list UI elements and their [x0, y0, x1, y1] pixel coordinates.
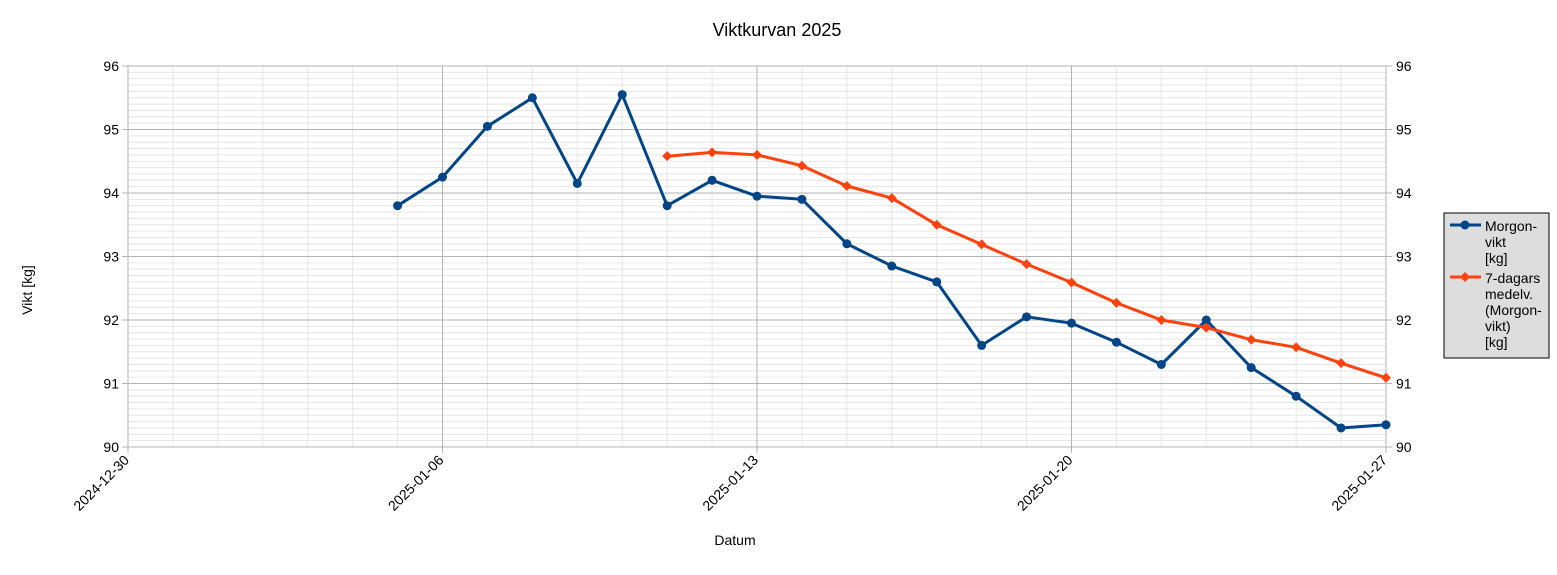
- y-tick-label-right: 90: [1396, 439, 1412, 455]
- series-1-point: [1381, 420, 1391, 430]
- series-1-point: [1336, 423, 1346, 433]
- legend-item-1: Morgon-vikt[kg]: [1450, 218, 1537, 266]
- series-1-point: [932, 277, 942, 287]
- series-1-point: [752, 191, 762, 201]
- series-2-point: [707, 147, 718, 158]
- x-axis: 2024-12-30 2025-01-06 2025-01-13 2025-01-20…: [70, 447, 1390, 514]
- series-1-point: [617, 90, 627, 100]
- legend-label: medelv.: [1485, 286, 1533, 302]
- series-2-point: [1156, 315, 1167, 325]
- series-1-point: [438, 172, 447, 182]
- series-1: [393, 90, 1391, 433]
- legend: Morgon-vikt[kg]7-dagarsmedelv.(Morgon-vi…: [1443, 212, 1550, 359]
- series-2-point: [976, 239, 987, 250]
- legend-label: vikt: [1485, 234, 1506, 250]
- series-1-point: [662, 201, 672, 211]
- series-2-point: [1291, 342, 1302, 353]
- y-axis-right: 90 91 92 93 94 95 96: [1386, 58, 1412, 455]
- y-tick-label: 96: [103, 58, 119, 74]
- y-tick-label: 92: [103, 312, 119, 328]
- legend-label: [kg]: [1485, 250, 1508, 266]
- series-2-point: [1201, 322, 1212, 333]
- x-tick-label: 2024-12-30: [70, 452, 132, 514]
- series-1-point: [842, 239, 852, 249]
- series-2: [662, 147, 1391, 383]
- legend-label: 7-dagars: [1485, 270, 1540, 286]
- series-2-point: [1111, 297, 1122, 308]
- y-tick-label-right: 94: [1396, 185, 1412, 201]
- y-tick-label-right: 91: [1396, 376, 1412, 392]
- series-2-point: [841, 181, 852, 192]
- series-2-point: [752, 149, 762, 160]
- series-1-point: [1156, 359, 1166, 369]
- series-2-point: [662, 151, 673, 162]
- legend-label: Morgon-: [1485, 218, 1537, 234]
- series-1-point: [1246, 363, 1256, 373]
- legend-label: (Morgon-: [1485, 302, 1542, 318]
- y-tick-label: 95: [103, 122, 119, 138]
- series-1-point: [1022, 312, 1032, 322]
- series-1-point: [527, 93, 537, 103]
- series-1-point: [1111, 337, 1121, 347]
- series-1-point: [393, 201, 403, 211]
- series-layer: [393, 90, 1391, 433]
- y-tick-label-right: 95: [1396, 122, 1412, 138]
- series-1-point: [1067, 318, 1076, 328]
- legend-label: [kg]: [1485, 334, 1508, 350]
- series-2-point: [886, 193, 897, 204]
- series-2-point: [1336, 358, 1347, 369]
- y-tick-label-right: 93: [1396, 249, 1412, 265]
- x-tick-label: 2025-01-20: [1014, 452, 1076, 514]
- legend-label: vikt): [1485, 318, 1511, 334]
- y-axis-title: Vikt [kg]: [19, 265, 35, 315]
- series-1-point: [572, 178, 582, 188]
- series-1-point: [1291, 391, 1301, 401]
- y-tick-label-right: 92: [1396, 312, 1412, 328]
- series-1-point: [977, 340, 987, 350]
- series-2-point: [1021, 259, 1032, 270]
- y-tick-label: 94: [103, 185, 119, 201]
- x-axis-title: Datum: [714, 532, 755, 548]
- series-2-point: [1246, 334, 1257, 345]
- y-tick-label: 91: [103, 376, 119, 392]
- y-tick-label: 90: [103, 439, 119, 455]
- legend-swatch-marker: [1460, 272, 1470, 282]
- series-1-point: [797, 194, 807, 204]
- y-axis-left: 90 91 92 93 94 95 96: [103, 58, 128, 455]
- y-tick-label: 93: [103, 249, 119, 265]
- x-tick-label: 2025-01-27: [1328, 452, 1390, 514]
- legend-box: [1443, 212, 1550, 359]
- x-tick-label: 2025-01-13: [699, 452, 761, 514]
- series-1-point: [482, 121, 492, 131]
- x-tick-label: 2025-01-06: [385, 452, 447, 514]
- legend-swatch-marker: [1460, 220, 1470, 230]
- series-2-point: [1066, 277, 1077, 288]
- chart-title: Viktkurvan 2025: [713, 20, 842, 40]
- series-2-point: [1381, 372, 1391, 383]
- series-1-point: [707, 175, 717, 185]
- series-2-point: [796, 160, 807, 171]
- series-2-point: [931, 219, 942, 230]
- y-tick-label-right: 96: [1396, 58, 1412, 74]
- series-1-point: [1201, 315, 1211, 325]
- series-1-point: [887, 261, 897, 271]
